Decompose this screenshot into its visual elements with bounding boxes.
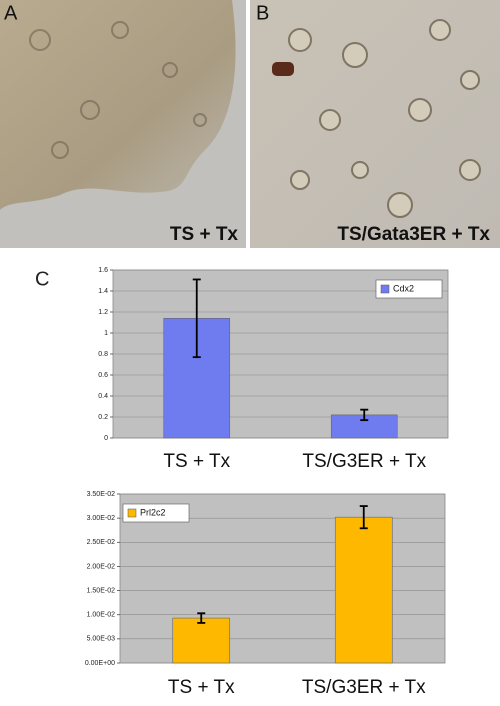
x-tick-label: TS/G3ER + Tx [302, 451, 426, 472]
micrograph-a: A TS + Tx [0, 0, 246, 248]
y-tick-label: 0.2 [98, 414, 108, 421]
y-tick-label: 1.00E-02 [87, 612, 116, 619]
y-tick-label: 0 [104, 435, 108, 442]
error-bar [360, 408, 369, 422]
legend-label: Cdx2 [393, 283, 414, 293]
y-tick-label: 1.4 [98, 288, 108, 295]
micrograph-b: B TS/Gata3ER + Tx [250, 0, 500, 248]
bar [334, 516, 393, 664]
y-tick-label: 5.00E-03 [87, 636, 116, 643]
y-tick-label: 1.6 [98, 267, 108, 274]
error-bar [192, 278, 201, 359]
legend-label: Prl2c2 [140, 507, 166, 517]
bar [172, 617, 231, 664]
error-bar [197, 612, 206, 624]
legend-swatch [380, 284, 390, 294]
y-tick-label: 0.00E+00 [85, 660, 115, 667]
panel-letter: B [256, 2, 269, 24]
x-tick-label: TS + Tx [168, 677, 235, 698]
legend-box [375, 279, 443, 299]
y-tick-label: 0.6 [98, 372, 108, 379]
legend-box [122, 503, 190, 523]
y-tick-label: 0.4 [98, 393, 108, 400]
y-tick-label: 3.00E-02 [87, 515, 116, 522]
panel-letter: A [4, 2, 18, 24]
error-bar [359, 505, 368, 530]
panel-letter: C [35, 268, 49, 290]
y-tick-label: 1 [104, 330, 108, 337]
y-tick-label: 1.50E-02 [87, 587, 116, 594]
panel-caption: TS/Gata3ER + Tx [337, 224, 490, 245]
y-tick-label: 0.8 [98, 351, 108, 358]
y-tick-label: 3.50E-02 [87, 491, 116, 498]
x-tick-label: TS/G3ER + Tx [302, 677, 426, 698]
y-tick-label: 2.00E-02 [87, 563, 116, 570]
panel-caption: TS + Tx [170, 224, 239, 245]
y-tick-label: 2.50E-02 [87, 539, 116, 546]
y-tick-label: 1.2 [98, 309, 108, 316]
x-tick-label: TS + Tx [163, 451, 230, 472]
legend-swatch [127, 508, 137, 518]
